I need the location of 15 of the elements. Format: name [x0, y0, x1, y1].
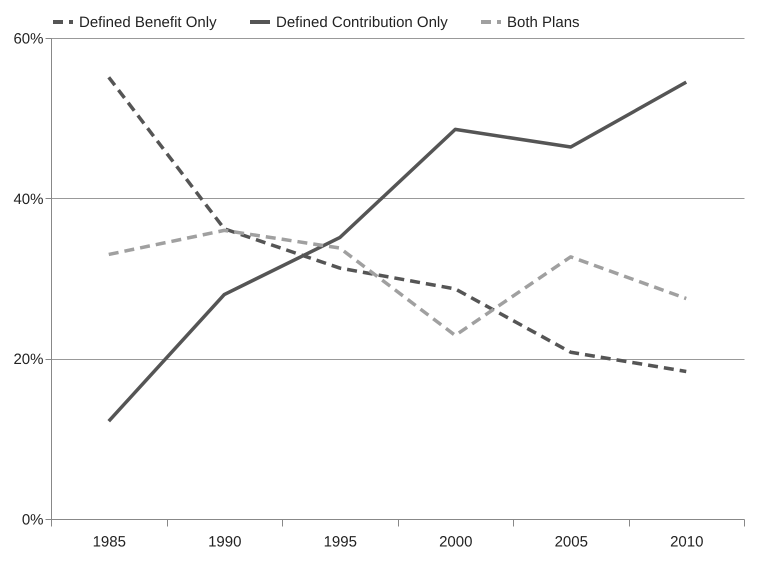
x-tick-label: 2005 — [554, 534, 588, 550]
line-series — [107, 228, 688, 338]
y-tick-label: 60% — [13, 30, 44, 48]
y-tick-label: 40% — [13, 190, 44, 208]
legend-label: Defined Benefit Only — [79, 14, 218, 31]
x-tick-label: 2010 — [670, 534, 704, 550]
x-tick-label: 1990 — [208, 534, 242, 550]
y-tick-label: 0% — [22, 512, 44, 528]
legend-label: Both Plans — [507, 14, 580, 31]
x-tick-label: 1995 — [324, 534, 357, 550]
x-tick-label: 1985 — [92, 534, 126, 550]
x-tick-label: 2000 — [439, 534, 472, 550]
line-series — [107, 80, 688, 423]
legend-label: Defined Contribution Only — [276, 14, 448, 31]
y-tick-label: 20% — [13, 351, 44, 368]
